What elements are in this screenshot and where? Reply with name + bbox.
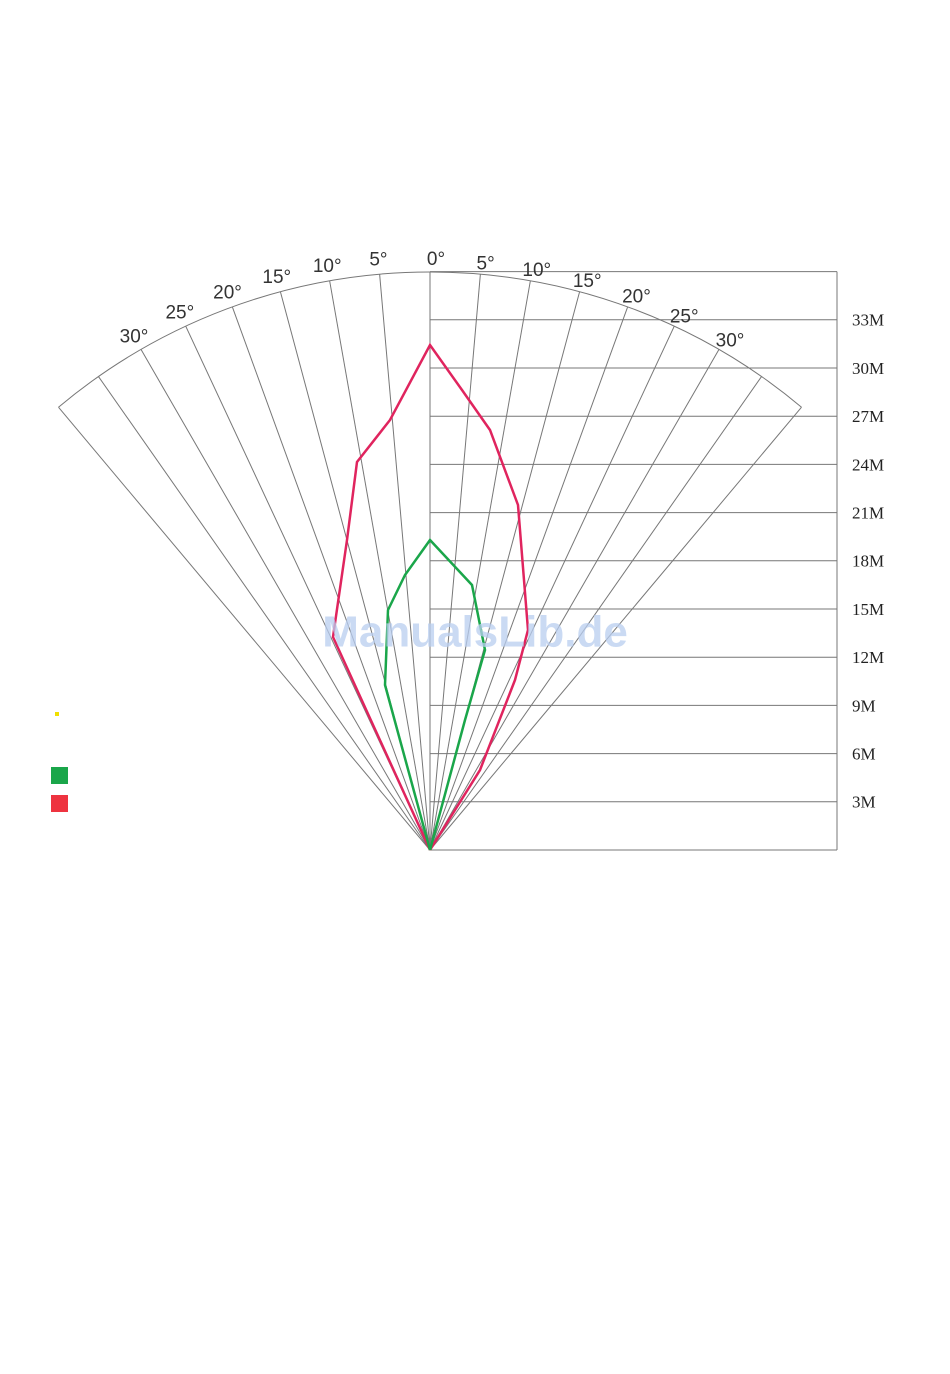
range-label: 33M xyxy=(852,311,884,330)
angle-label: 0° xyxy=(427,249,445,270)
ray xyxy=(429,376,762,851)
angle-label: 15° xyxy=(262,267,291,288)
range-label: 21M xyxy=(852,504,884,523)
ray xyxy=(429,274,481,851)
angle-label: 15° xyxy=(573,271,602,292)
ray xyxy=(429,325,675,851)
legend-green xyxy=(51,767,68,784)
range-label: 18M xyxy=(852,552,884,571)
angle-label: 10° xyxy=(522,260,551,281)
range-label: 15M xyxy=(852,600,884,619)
ray xyxy=(231,306,431,851)
angle-label: 5° xyxy=(369,249,387,270)
angle-label: 25° xyxy=(165,302,194,323)
ray xyxy=(429,406,802,851)
angle-label: 30° xyxy=(120,326,149,347)
ray xyxy=(140,349,431,851)
red-coverage xyxy=(331,342,530,851)
angle-label: 30° xyxy=(716,330,745,351)
angle-label: 20° xyxy=(213,283,242,304)
range-label: 6M xyxy=(852,745,876,764)
green-coverage xyxy=(383,538,487,851)
angle-label: 25° xyxy=(670,306,699,327)
range-label: 30M xyxy=(852,359,884,378)
ray xyxy=(58,406,431,851)
ray xyxy=(429,280,531,851)
ray xyxy=(429,349,720,851)
range-label: 12M xyxy=(852,648,884,667)
watermark: ManualsLib.de xyxy=(322,608,628,657)
legend-dot xyxy=(55,712,59,716)
range-label: 24M xyxy=(852,455,884,474)
angle-label: 20° xyxy=(622,287,651,308)
ray xyxy=(429,306,629,851)
range-label: 9M xyxy=(852,696,876,715)
ray xyxy=(329,280,431,851)
range-label: 3M xyxy=(852,793,876,812)
angle-label: 5° xyxy=(477,253,495,274)
ray xyxy=(98,376,431,851)
ray xyxy=(379,274,431,851)
legend-red xyxy=(51,795,68,812)
range-label: 27M xyxy=(852,407,884,426)
angle-label: 10° xyxy=(313,256,342,277)
